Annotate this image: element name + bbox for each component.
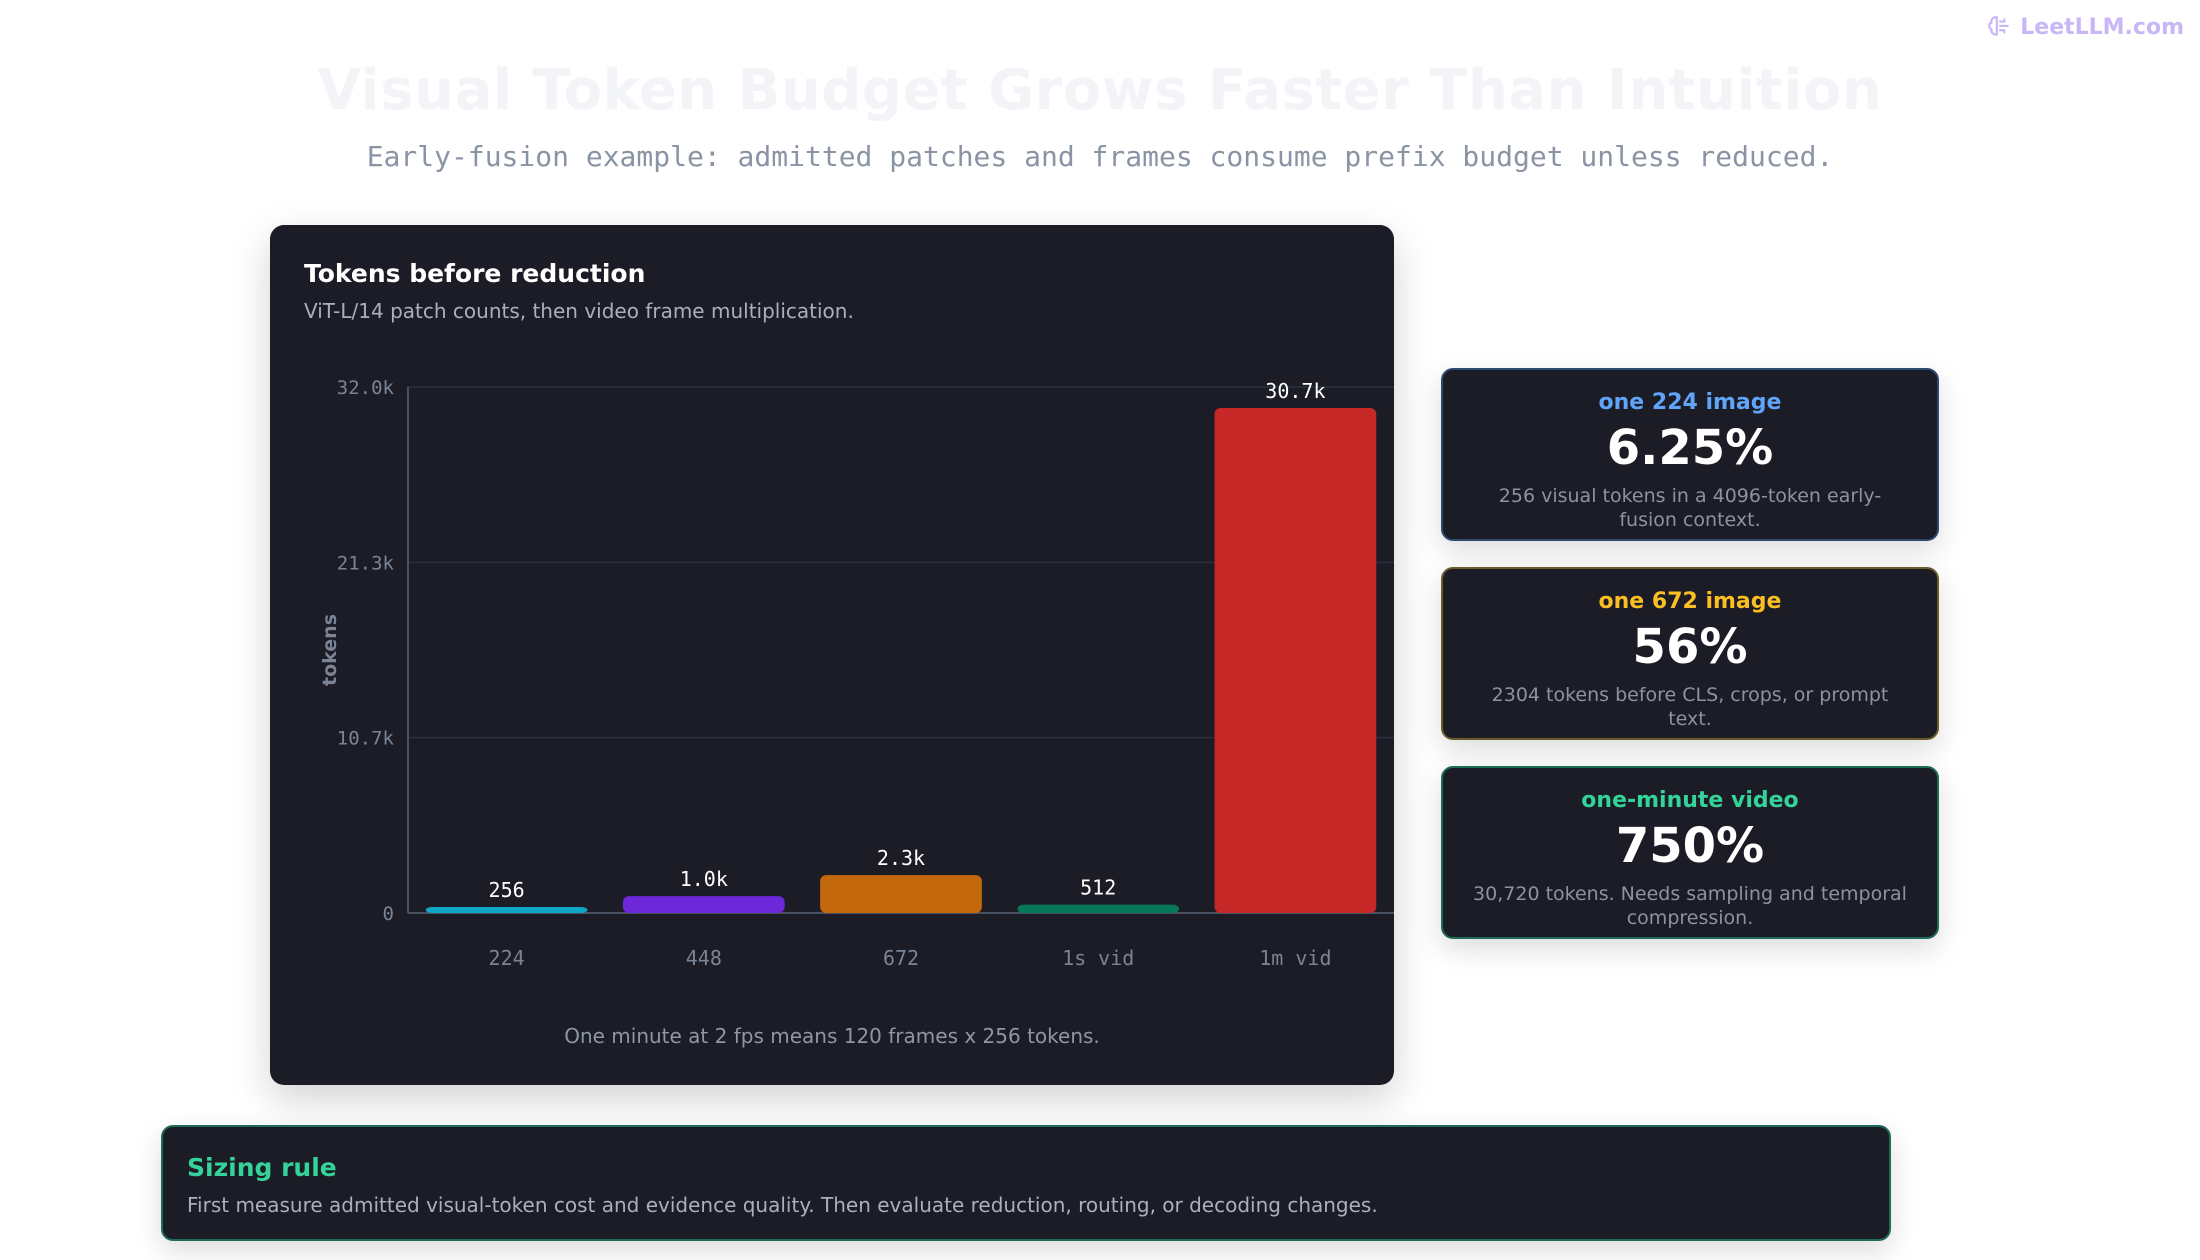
bar-1s-vid <box>1017 904 1180 913</box>
stat-description: 2304 tokens before CLS, crops, or prompt… <box>1491 684 1889 730</box>
stat-label: one-minute video <box>1581 788 1799 813</box>
y-axis-title: tokens <box>319 614 341 686</box>
x-tick-label: 224 <box>489 946 525 970</box>
stat-value: 56% <box>1632 619 1748 675</box>
brand-name: LeetLLM.com <box>2020 14 2184 40</box>
x-tick-label: 672 <box>883 946 919 970</box>
sizing-rule-box: Sizing rule First measure admitted visua… <box>161 1125 1891 1241</box>
stat-label: one 224 image <box>1598 390 1782 415</box>
bar-672 <box>820 875 982 913</box>
rule-text: First measure admitted visual-token cost… <box>187 1193 1378 1217</box>
page-title: Visual Token Budget Grows Faster Than In… <box>317 58 1883 123</box>
bar-value-label: 2.3k <box>877 846 925 870</box>
bar-value-label: 30.7k <box>1265 379 1325 403</box>
chart-note: One minute at 2 fps means 120 frames x 2… <box>564 1024 1100 1048</box>
stat-label: one 672 image <box>1598 589 1782 614</box>
brain-icon <box>1988 16 2009 36</box>
stat-value: 6.25% <box>1606 420 1774 476</box>
stat-card-672-image: one 672 image 56% 2304 tokens before CLS… <box>1441 567 1939 740</box>
page-subtitle: Early-fusion example: admitted patches a… <box>366 140 1834 173</box>
rule-title: Sizing rule <box>187 1153 337 1182</box>
bar-value-label: 512 <box>1080 876 1116 900</box>
stat-description: 30,720 tokens. Needs sampling and tempor… <box>1473 883 1907 929</box>
bar-224 <box>425 907 588 913</box>
bar-448 <box>622 896 785 913</box>
x-tick-label: 1s vid <box>1062 946 1134 970</box>
bar-value-label: 1.0k <box>680 867 728 891</box>
y-tick-label: 0 <box>383 903 394 925</box>
y-tick-label: 21.3k <box>337 552 395 574</box>
stat-card-one-minute-video: one-minute video 750% 30,720 tokens. Nee… <box>1441 766 1939 939</box>
stat-value: 750% <box>1615 818 1765 874</box>
chart-subtitle: ViT-L/14 patch counts, then video frame … <box>304 299 854 323</box>
chart-card: Tokens before reduction ViT-L/14 patch c… <box>270 225 1394 1085</box>
bar-value-label: 256 <box>489 878 525 902</box>
stat-card-224-image: one 224 image 6.25% 256 visual tokens in… <box>1441 368 1939 541</box>
y-tick-label: 32.0k <box>337 377 395 399</box>
x-tick-label: 448 <box>686 946 722 970</box>
chart-title: Tokens before reduction <box>304 259 646 288</box>
bar-1m-vid <box>1214 408 1377 913</box>
brand-logo[interactable]: LeetLLM.com <box>1986 14 2184 40</box>
stat-description: 256 visual tokens in a 4096-token early-… <box>1498 485 1882 531</box>
bar-chart: 0 10.7k 21.3k 32.0k tokens 256 224 1.0k 448 2.3k 6… <box>319 377 1394 970</box>
y-tick-label: 10.7k <box>337 728 395 750</box>
x-tick-label: 1m vid <box>1259 946 1331 970</box>
